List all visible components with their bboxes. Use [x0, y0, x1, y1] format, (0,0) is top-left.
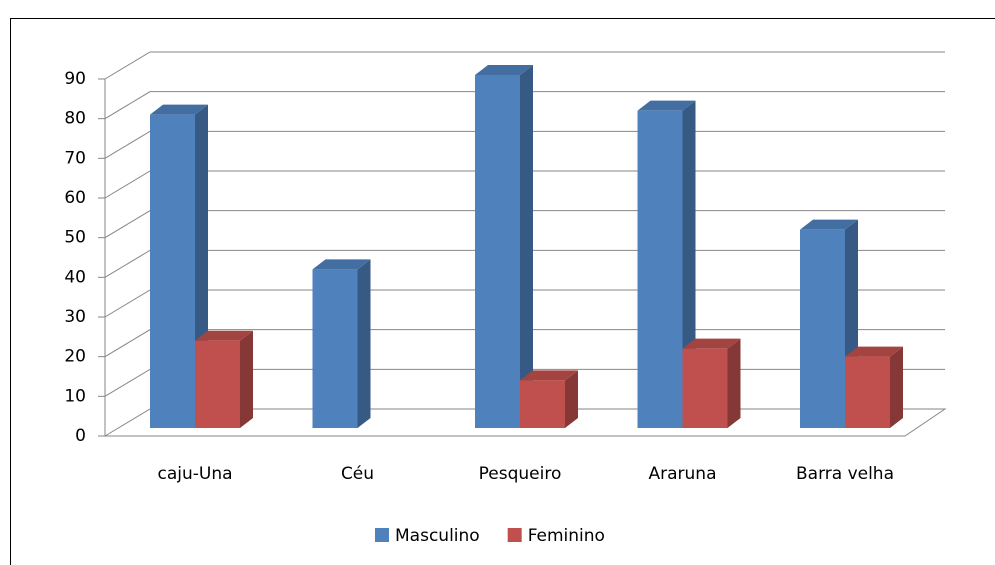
- bar-face: [682, 348, 728, 428]
- bar-top: [682, 338, 741, 349]
- bar-top: [845, 346, 903, 357]
- y-tick-label: 40: [64, 267, 86, 287]
- bar-face: [150, 114, 195, 428]
- grid-line: [104, 91, 945, 120]
- bar-top: [195, 330, 253, 341]
- bar: [845, 346, 903, 428]
- bar-top: [637, 100, 696, 111]
- y-tick-label: 50: [64, 228, 86, 248]
- bar-side: [890, 346, 903, 428]
- grid-line: [104, 51, 945, 80]
- x-tick-label: Barra velha: [796, 464, 894, 484]
- legend-swatch: [507, 528, 522, 542]
- bar-face: [845, 356, 890, 428]
- bar: [195, 330, 253, 428]
- bar-side: [357, 259, 371, 428]
- x-tick-label: Araruna: [649, 464, 717, 484]
- bar-side: [565, 370, 578, 428]
- x-tick-label: caju-Una: [157, 464, 232, 484]
- bar-face: [520, 380, 565, 428]
- bar: [520, 370, 578, 428]
- bar-face: [637, 110, 683, 429]
- bar-side: [520, 64, 533, 428]
- bar: [312, 259, 371, 428]
- bar-face: [195, 340, 240, 428]
- bar-face: [475, 74, 520, 428]
- y-tick-label: 0: [75, 426, 86, 446]
- legend-label: Masculino: [395, 526, 480, 546]
- x-tick-label: Céu: [341, 464, 374, 484]
- y-tick-label: 80: [64, 109, 86, 129]
- bar-side: [727, 338, 741, 428]
- legend-label: Feminino: [528, 526, 605, 546]
- bar-top: [312, 259, 371, 270]
- bar: [475, 64, 533, 428]
- y-tick-label: 20: [64, 347, 86, 367]
- bar-side: [240, 330, 253, 428]
- y-tick-label: 10: [64, 386, 86, 406]
- y-tick-label: 30: [64, 307, 86, 327]
- bar: [682, 338, 741, 428]
- bar-face: [312, 269, 358, 428]
- chart-frame: [10, 18, 995, 565]
- x-tick-label: Pesqueiro: [479, 464, 562, 484]
- y-tick-label: 90: [64, 69, 86, 89]
- bar-top: [520, 370, 578, 381]
- bar-top: [150, 104, 208, 115]
- legend-swatch: [375, 528, 389, 542]
- y-tick-label: 60: [64, 188, 86, 208]
- bar-face: [800, 229, 845, 428]
- y-tick-label: 70: [64, 148, 86, 168]
- bar-top: [475, 64, 533, 75]
- bar-top: [800, 219, 858, 230]
